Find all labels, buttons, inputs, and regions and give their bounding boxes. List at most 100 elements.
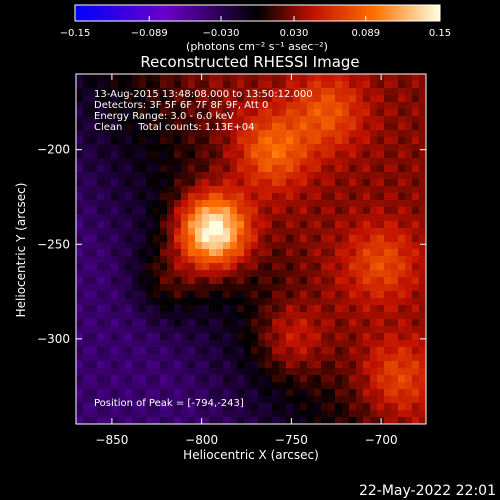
heatmap-cell [83,193,91,201]
heatmap-cell [377,235,385,243]
heatmap-cell [76,291,84,299]
heatmap-cell [342,123,350,131]
heatmap-cell [293,109,301,117]
heatmap-cell [216,228,224,236]
heatmap-cell [83,417,91,425]
heatmap-cell [167,403,175,411]
heatmap-cell [97,403,105,411]
heatmap-cell [293,298,301,306]
heatmap-cell [76,361,84,369]
heatmap-cell [279,256,287,264]
heatmap-cell [384,186,392,194]
heatmap-cell [272,221,280,229]
heatmap-cell [118,256,126,264]
heatmap-cell [356,347,364,355]
heatmap-cell [244,123,252,131]
heatmap-cell [391,354,399,362]
heatmap-cell [118,228,126,236]
heatmap-cell [293,389,301,397]
annotation-clean: Clean Total counts: 1.13E+04 [94,122,254,133]
heatmap-cell [258,74,266,82]
heatmap-cell [293,123,301,131]
heatmap-cell [321,102,329,110]
heatmap-cell [104,277,112,285]
heatmap-cell [265,410,273,418]
heatmap-cell [342,298,350,306]
heatmap-cell [174,347,182,355]
heatmap-cell [328,228,336,236]
heatmap-cell [265,95,273,103]
heatmap-cell [412,389,420,397]
heatmap-cell [160,368,168,376]
x-tick-label: −850 [95,433,128,447]
heatmap-cell [223,319,231,327]
heatmap-cell [363,81,371,89]
heatmap-cell [307,193,315,201]
heatmap-cell [146,144,154,152]
heatmap-cell [118,410,126,418]
heatmap-cell [328,158,336,166]
heatmap-cell [125,361,133,369]
heatmap-cell [363,326,371,334]
heatmap-cell [300,291,308,299]
heatmap-cell [230,368,238,376]
heatmap-cell [300,102,308,110]
heatmap-cell [279,151,287,159]
heatmap-cell [139,130,147,138]
heatmap-cell [167,172,175,180]
heatmap-cell [104,396,112,404]
heatmap-cell [349,375,357,383]
heatmap-cell [97,305,105,313]
heatmap-cell [153,207,161,215]
heatmap-cell [405,151,413,159]
heatmap-cell [167,389,175,397]
heatmap-cell [104,249,112,257]
heatmap-cell [265,277,273,285]
heatmap-cell [223,130,231,138]
heatmap-cell [321,270,329,278]
heatmap-cell [272,242,280,250]
heatmap-cell [216,340,224,348]
colorbar-tick-label: −0.15 [60,28,91,39]
heatmap-cell [363,88,371,96]
heatmap-cell [377,312,385,320]
heatmap-cell [202,284,210,292]
heatmap-cell [195,326,203,334]
heatmap-cell [405,291,413,299]
heatmap-cell [391,165,399,173]
heatmap-cell [202,88,210,96]
heatmap-cell [328,389,336,397]
heatmap-cell [384,130,392,138]
heatmap-cell [104,88,112,96]
heatmap-cell [286,312,294,320]
heatmap-cell [181,256,189,264]
heatmap-cell [398,221,406,229]
heatmap-cell [412,333,420,341]
heatmap-cell [125,172,133,180]
heatmap-cell [321,165,329,173]
heatmap-cell [237,144,245,152]
heatmap-cell [328,207,336,215]
heatmap-cell [230,354,238,362]
heatmap-cell [377,368,385,376]
heatmap-cell [202,396,210,404]
heatmap-cell [370,354,378,362]
heatmap-cell [83,305,91,313]
heatmap-cell [349,340,357,348]
heatmap-cell [335,74,343,82]
heatmap-cell [356,228,364,236]
heatmap-cell [342,130,350,138]
heatmap-cell [363,228,371,236]
heatmap-cell [286,368,294,376]
heatmap-cell [342,417,350,425]
heatmap-cell [181,354,189,362]
heatmap-cell [265,88,273,96]
heatmap-cell [125,207,133,215]
heatmap-cell [125,95,133,103]
heatmap-cell [146,102,154,110]
heatmap-cell [237,235,245,243]
heatmap-cell [153,95,161,103]
heatmap-cell [153,284,161,292]
heatmap-cell [300,396,308,404]
heatmap-cell [118,347,126,355]
